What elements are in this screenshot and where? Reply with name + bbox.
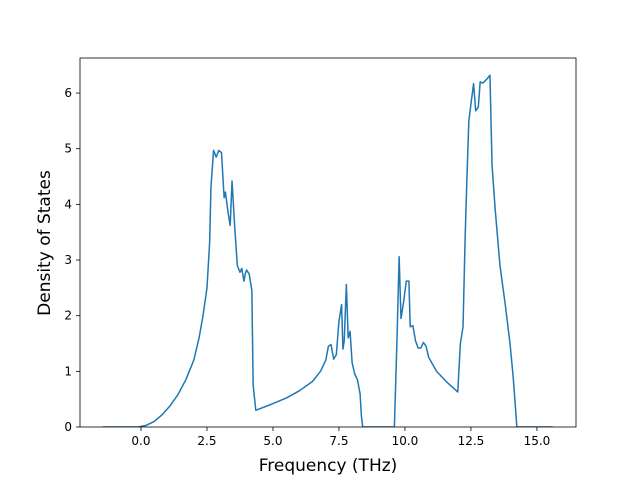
x-axis-label: Frequency (THz) xyxy=(259,456,398,476)
y-tick-label: 3 xyxy=(64,253,72,267)
y-axis-label: Density of States xyxy=(35,170,55,316)
y-tick-label: 5 xyxy=(64,142,72,156)
x-tick-label: 5.0 xyxy=(263,434,282,448)
y-tick-label: 6 xyxy=(64,86,72,100)
x-tick-label: 2.5 xyxy=(197,434,216,448)
y-tick-label: 1 xyxy=(64,364,72,378)
x-tick-label: 7.5 xyxy=(329,434,348,448)
y-tick-label: 4 xyxy=(64,197,72,211)
x-tick-label: 12.5 xyxy=(458,434,485,448)
y-tick-label: 2 xyxy=(64,309,72,323)
x-tick-label: 10.0 xyxy=(392,434,419,448)
plot-frame xyxy=(79,57,577,428)
x-tick-label: 15.0 xyxy=(524,434,551,448)
x-tick-label: 0.0 xyxy=(131,434,150,448)
line xyxy=(102,74,553,427)
y-tick-label: 0 xyxy=(64,420,72,434)
